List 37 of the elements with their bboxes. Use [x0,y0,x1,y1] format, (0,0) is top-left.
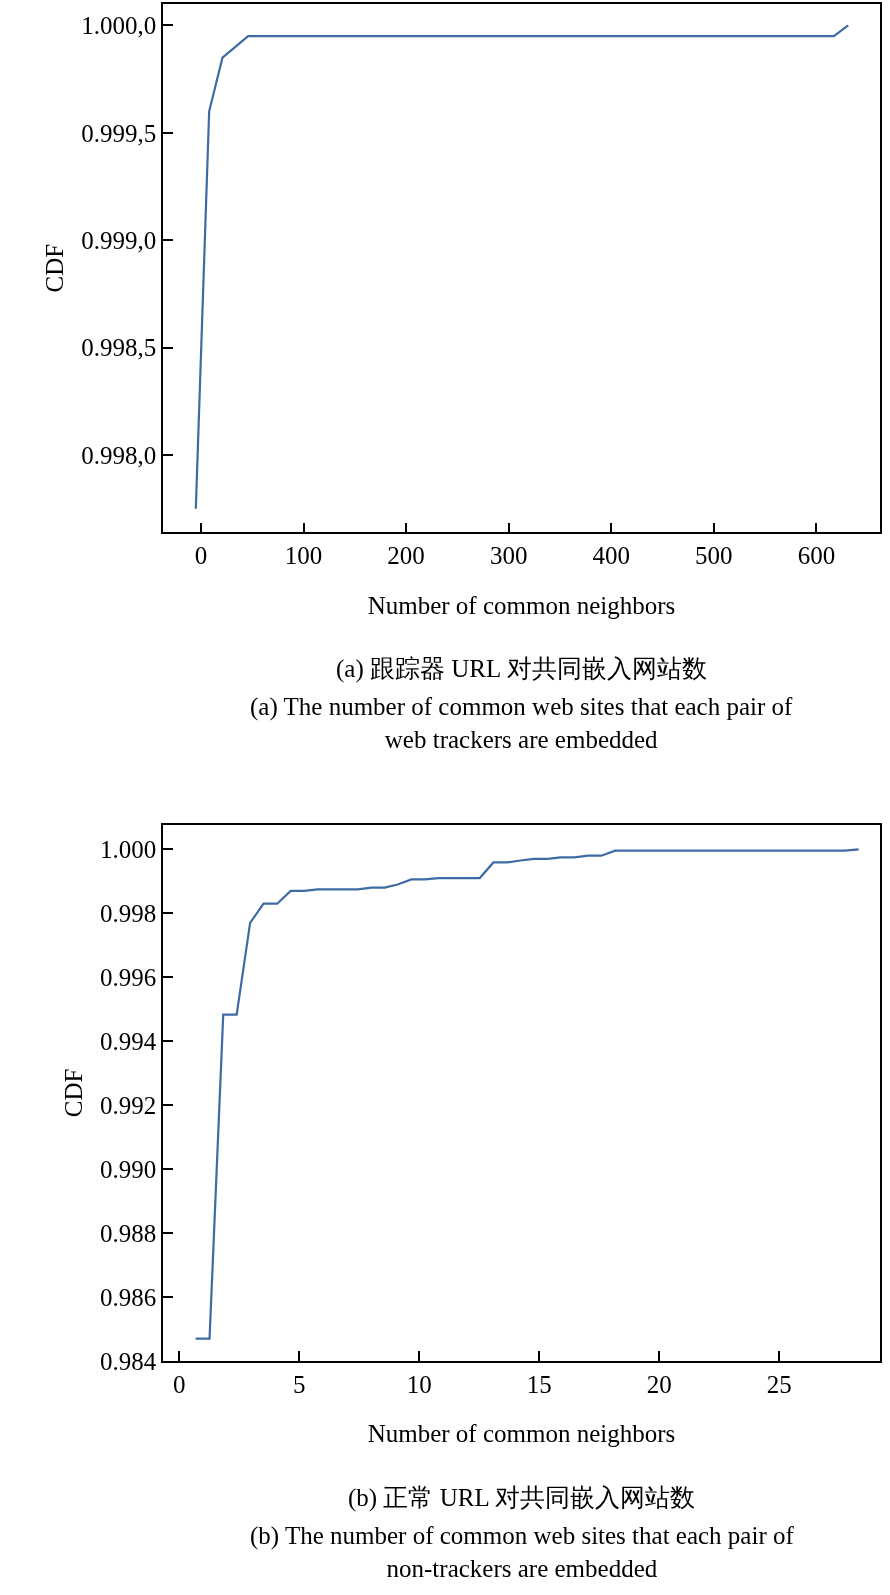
line-series [194,24,850,510]
x-axis-title: Number of common neighbors [367,1420,676,1448]
x-tick-label: 20 [646,1370,672,1398]
x-tick-label: 500 [695,542,733,570]
y-tick-label: 0.984 [100,1347,157,1375]
x-tick-label: 100 [284,542,323,570]
text: (a) The number of common web sites that each pair of web trackers are embedded [250,693,794,753]
y-tick-label: 0.999,5 [81,119,157,147]
text: (a) 跟踪器 URL 对共同嵌入网站数 [336,655,707,683]
y-axis-title: CDF [41,243,69,293]
x-tick-label: 5 [293,1370,306,1398]
x-tick-label: 25 [766,1370,792,1398]
y-tick-label: 0.990 [100,1155,157,1183]
y-tick-label: 0.998,5 [81,334,157,362]
x-tick-label: 0 [194,542,208,570]
x-tick-label: 10 [406,1370,432,1398]
y-tick-label: 0.992 [100,1091,157,1119]
y-tick-label: 0.999,0 [81,226,157,254]
y-tick-label: 0.994 [100,1027,157,1055]
x-tick-label: 200 [387,542,425,570]
y-tick-label: 0.996 [100,963,157,991]
y-tick-label: 0.998 [100,900,157,928]
x-tick-label: 15 [526,1370,552,1398]
line-series [194,848,860,1340]
x-axis-title: Number of common neighbors [367,591,676,619]
text: (b) 正常 URL 对共同嵌入网站数 [348,1484,695,1512]
x-tick-label: 0 [173,1370,186,1398]
y-tick-label: 0.988 [100,1219,157,1247]
y-tick-label: 0.998,0 [81,441,157,469]
y-tick-label: 1.000,0 [81,12,157,40]
y-tick-label: 0.986 [100,1283,157,1311]
y-axis-title: CDF [60,1068,88,1118]
text: (b) The number of common web sites that each pair of non-trackers are embedded [250,1522,795,1582]
x-tick-label: 400 [592,542,630,570]
x-tick-label: 600 [797,542,836,570]
x-tick-label: 300 [489,542,528,570]
y-tick-label: 1.000 [100,836,157,864]
